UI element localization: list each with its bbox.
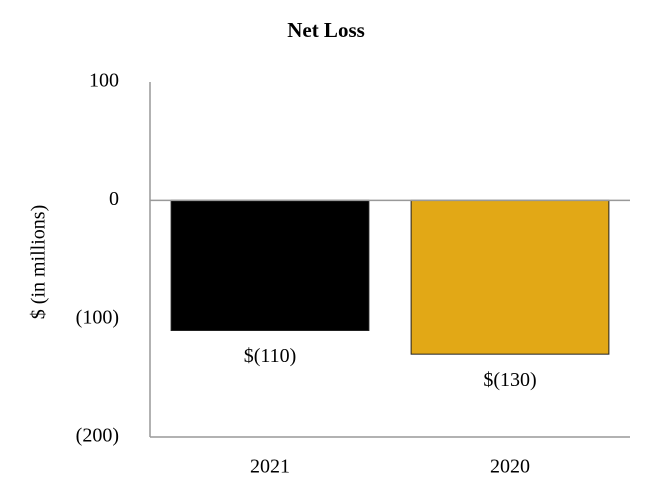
y-tick-label: (100) [76,306,119,328]
x-tick-label: 2021 [250,456,290,478]
y-tick-label: 100 [89,70,119,92]
y-tick-label: 0 [109,188,119,210]
value-label: $(110) [244,345,297,367]
x-tick-label: 2020 [490,456,530,478]
chart-title: Net Loss [287,18,365,42]
bar [410,199,610,355]
y-axis-label: $ (in millions) [28,205,50,319]
y-tick-label: (200) [76,425,119,447]
bar [170,199,370,331]
value-label: $(130) [483,369,536,391]
